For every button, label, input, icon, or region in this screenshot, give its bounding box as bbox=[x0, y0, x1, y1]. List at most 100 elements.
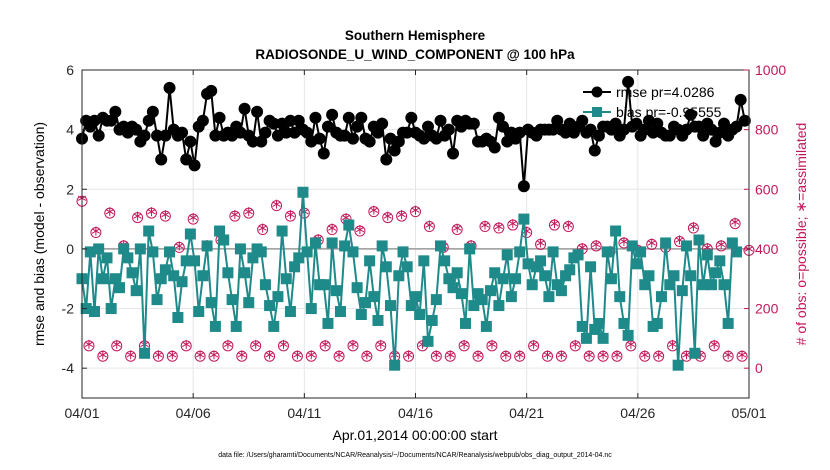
assimilated-point bbox=[112, 339, 121, 349]
bias-point bbox=[618, 317, 630, 329]
assimilated-point bbox=[209, 350, 219, 360]
bias-point bbox=[284, 306, 296, 318]
assimilated-point bbox=[432, 350, 441, 360]
assimilated-point bbox=[647, 238, 656, 248]
bias-point bbox=[493, 300, 505, 312]
bias-point bbox=[701, 249, 713, 261]
bias-point bbox=[193, 306, 205, 318]
assimilated-point bbox=[571, 339, 580, 349]
bias-point bbox=[401, 261, 413, 273]
bias-point bbox=[305, 303, 317, 315]
rmse-point bbox=[467, 117, 480, 130]
bias-point bbox=[164, 246, 176, 258]
bias-point bbox=[672, 359, 684, 371]
rmse-point bbox=[146, 105, 159, 118]
bias-point bbox=[368, 291, 380, 303]
assimilated-point bbox=[591, 239, 601, 249]
rmse-point bbox=[326, 108, 339, 121]
x-axis-label: Apr.01,2014 00:00:00 start bbox=[332, 427, 497, 443]
assimilated-point bbox=[710, 339, 719, 349]
bias-point bbox=[134, 243, 146, 255]
bias-point bbox=[347, 246, 359, 258]
bias-point bbox=[351, 282, 363, 294]
assimilated-point bbox=[654, 350, 663, 360]
rmse-point bbox=[309, 111, 322, 124]
bias-point bbox=[389, 359, 401, 371]
legend-label: bias pr=-0.95555 bbox=[616, 104, 722, 120]
rmse-point bbox=[684, 108, 697, 121]
assimilated-point bbox=[133, 211, 142, 221]
assimilated-point bbox=[473, 350, 483, 360]
x-tick-label: 05/01 bbox=[731, 405, 766, 421]
x-tick-label: 04/06 bbox=[176, 405, 211, 421]
bias-point bbox=[230, 320, 242, 332]
assimilated-point bbox=[91, 226, 101, 236]
bias-point bbox=[526, 279, 538, 291]
y2-tick-label: 400 bbox=[755, 241, 779, 257]
rmse-point bbox=[376, 117, 389, 130]
bias-point bbox=[714, 255, 726, 267]
rmse-point bbox=[355, 111, 368, 124]
assimilated-point bbox=[640, 350, 649, 360]
bias-point bbox=[234, 243, 246, 255]
assimilated-point bbox=[494, 222, 504, 232]
bias-point bbox=[384, 300, 396, 312]
assimilated-point bbox=[411, 205, 420, 215]
assimilated-point bbox=[737, 350, 747, 360]
bias-point bbox=[168, 270, 180, 282]
assimilated-point bbox=[175, 241, 184, 251]
rmse-point bbox=[251, 105, 264, 118]
bias-point bbox=[318, 279, 330, 291]
y-tick-label: -2 bbox=[62, 301, 75, 317]
assimilated-point bbox=[84, 339, 94, 349]
bias-point bbox=[393, 270, 405, 282]
bias-point bbox=[722, 317, 734, 329]
assimilated-point bbox=[453, 223, 462, 233]
rmse-point bbox=[442, 123, 455, 136]
rmse-point bbox=[155, 153, 168, 166]
bias-point bbox=[309, 237, 321, 249]
rmse-point bbox=[697, 129, 710, 142]
rmse-point bbox=[109, 105, 122, 118]
bias-point bbox=[272, 291, 284, 303]
bias-point bbox=[510, 273, 522, 285]
bias-point bbox=[343, 219, 355, 231]
bias-point bbox=[643, 270, 655, 282]
bias-point bbox=[705, 279, 717, 291]
bias-point bbox=[630, 258, 642, 270]
assimilated-point bbox=[154, 350, 163, 360]
bias-point bbox=[505, 291, 517, 303]
bias-point bbox=[334, 306, 346, 318]
rmse-point bbox=[196, 114, 209, 127]
assimilated-point bbox=[230, 210, 240, 220]
rmse-point bbox=[447, 147, 460, 160]
assimilated-point bbox=[189, 213, 198, 223]
assimilated-point bbox=[251, 339, 260, 349]
bias-point bbox=[172, 311, 184, 323]
rmse-point bbox=[380, 153, 393, 166]
assimilated-point bbox=[321, 339, 330, 349]
rmse-point bbox=[588, 144, 601, 157]
bias-point bbox=[497, 273, 509, 285]
bias-point bbox=[143, 225, 155, 237]
bias-point bbox=[535, 255, 547, 267]
bias-point bbox=[572, 249, 584, 261]
bias-point bbox=[280, 273, 292, 285]
bias-point bbox=[397, 246, 409, 258]
bias-point bbox=[209, 320, 221, 332]
bias-point bbox=[605, 273, 617, 285]
assimilated-point bbox=[612, 350, 622, 360]
bias-point bbox=[297, 186, 309, 198]
rmse-point bbox=[497, 120, 510, 133]
bias-point bbox=[651, 317, 663, 329]
assimilated-point bbox=[168, 350, 177, 360]
assimilated-point bbox=[307, 350, 316, 360]
bias-point bbox=[555, 285, 567, 297]
rmse-point bbox=[346, 132, 359, 145]
x-tick-label: 04/11 bbox=[287, 405, 321, 421]
rmse-point bbox=[488, 141, 501, 154]
legend-item-rmse: rmse pr=4.0286 bbox=[583, 84, 715, 100]
bias-point bbox=[226, 294, 238, 306]
rmse-point bbox=[734, 93, 747, 106]
rmse-point bbox=[717, 117, 730, 130]
